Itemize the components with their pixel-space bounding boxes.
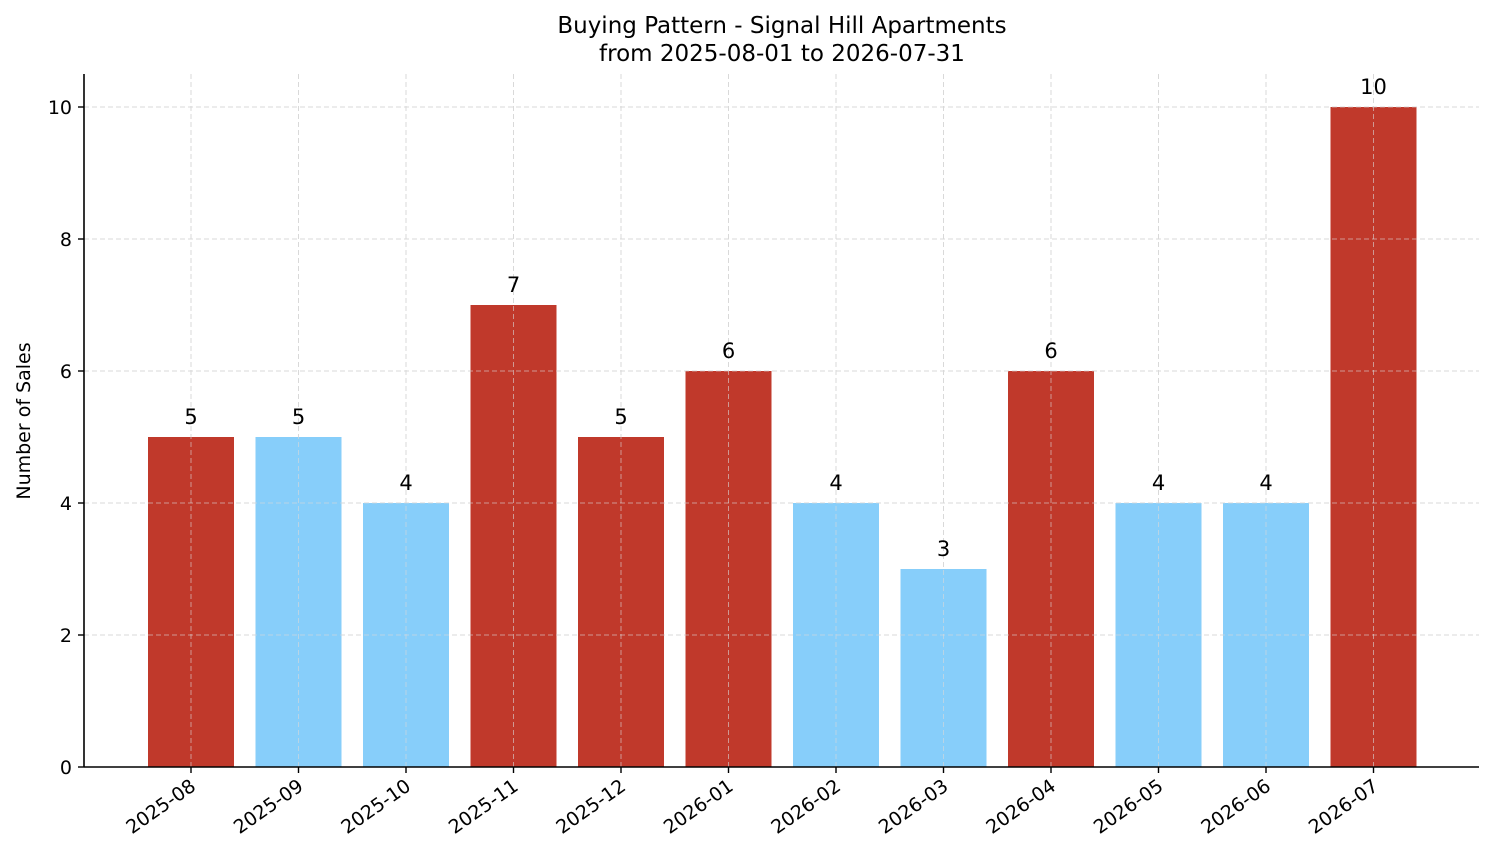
x-tick-label: 2025-10 [337, 775, 415, 839]
x-tick-label: 2026-01 [660, 775, 738, 839]
data-label: 4 [829, 471, 842, 495]
data-label: 5 [184, 405, 197, 429]
x-tick-label: 2025-11 [445, 775, 523, 839]
x-tick-label: 2026-05 [1090, 775, 1168, 839]
chart-title: Buying Pattern - Signal Hill Apartments [557, 13, 1006, 39]
x-tick-label: 2026-02 [767, 775, 845, 839]
data-label: 3 [937, 537, 950, 561]
axes-layer [78, 74, 1479, 773]
data-label: 10 [1360, 75, 1387, 99]
data-label: 6 [722, 339, 735, 363]
y-tick-label: 6 [60, 361, 72, 383]
data-label: 5 [292, 405, 305, 429]
x-tick-label: 2026-03 [875, 775, 953, 839]
data-label: 7 [507, 273, 520, 297]
y-tick-label: 0 [60, 757, 72, 779]
chart-subtitle: from 2025-08-01 to 2026-07-31 [599, 41, 965, 67]
data-label: 5 [614, 405, 627, 429]
x-tick-label: 2025-09 [230, 775, 308, 839]
data-label: 4 [1152, 471, 1165, 495]
data-label: 4 [399, 471, 412, 495]
y-tick-label: 4 [60, 493, 72, 515]
bars-layer [84, 74, 1479, 768]
x-tick-label: 2026-04 [982, 775, 1060, 839]
x-tick-label: 2026-07 [1305, 775, 1383, 839]
data-label: 6 [1044, 339, 1057, 363]
y-tick-label: 8 [60, 229, 72, 251]
x-tick-label: 2025-12 [552, 775, 630, 839]
y-tick-label: 2 [60, 625, 72, 647]
x-tick-label: 2025-08 [122, 775, 200, 839]
x-tick-label: 2026-06 [1197, 775, 1275, 839]
y-axis-label: Number of Sales [13, 342, 35, 499]
y-tick-label: 10 [48, 97, 72, 119]
data-label: 4 [1259, 471, 1272, 495]
